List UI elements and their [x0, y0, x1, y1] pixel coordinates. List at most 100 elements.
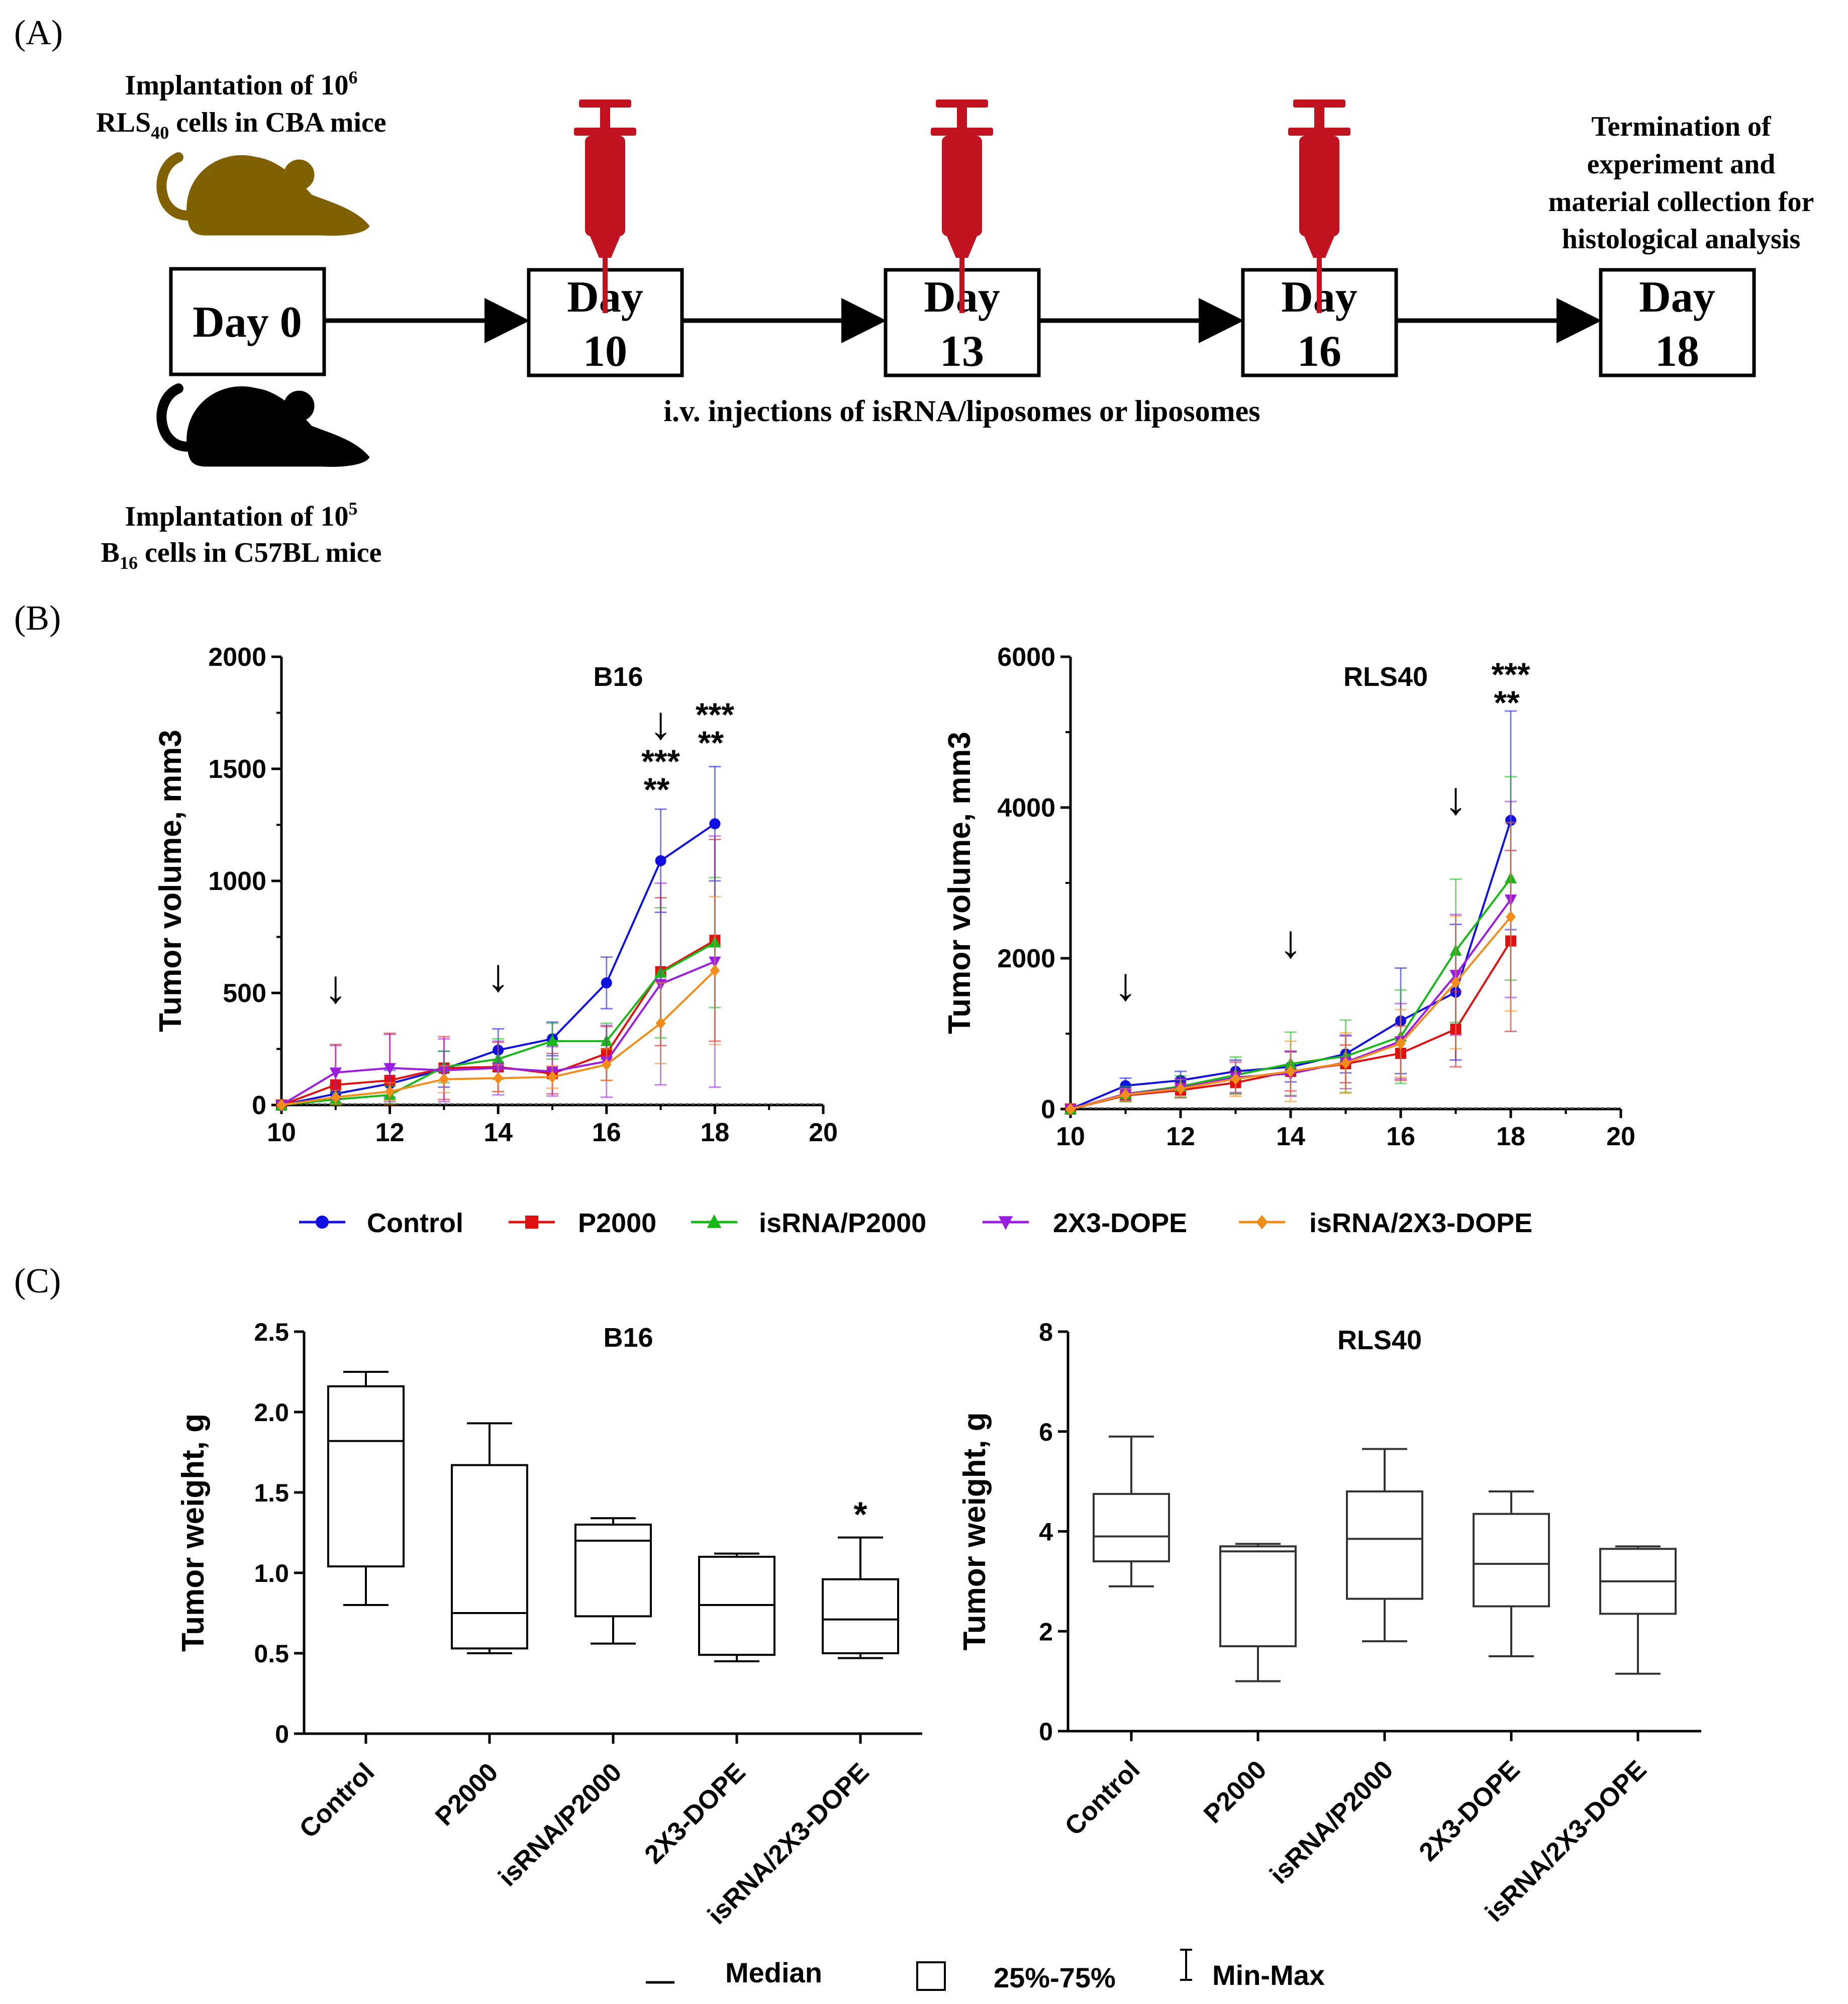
- significance-mark: ***: [1491, 656, 1530, 693]
- x-tick-label: 14: [483, 1118, 513, 1147]
- iqr-box: [822, 1578, 899, 1655]
- box-plot: [822, 1536, 899, 1744]
- y-tick-label: 1.0: [254, 1559, 289, 1587]
- significance-mark: **: [1494, 684, 1520, 721]
- x-tick-label: 12: [1166, 1122, 1195, 1151]
- legend-label: isRNA/P2000: [759, 1208, 926, 1238]
- injection-arrow: ↓: [649, 697, 672, 749]
- data-point: [710, 964, 720, 977]
- top-implant-line1: Implantation of 106: [125, 67, 358, 101]
- x-tick-label: 18: [700, 1118, 729, 1147]
- y-tick-label: 2.5: [254, 1318, 289, 1346]
- data-point: [1256, 1215, 1268, 1230]
- y-tick-label: 8: [1039, 1318, 1053, 1346]
- day-number: 16: [1297, 327, 1341, 376]
- data-point: [1506, 911, 1516, 923]
- iqr-box: [574, 1524, 652, 1618]
- category-label: P2000: [430, 1757, 504, 1831]
- iqr-box: [1219, 1545, 1297, 1648]
- data-series: [1065, 822, 1517, 1116]
- median-legend-label: Median: [725, 1957, 822, 1988]
- legend-label: 2X3-DOPE: [1053, 1208, 1187, 1238]
- panel-label-b: (B): [14, 599, 61, 638]
- chart-title: RLS40: [1337, 1325, 1422, 1355]
- category-label: 2X3-DOPE: [1414, 1755, 1526, 1867]
- box-plot: [1346, 1448, 1423, 1741]
- chart-title: B16: [593, 662, 643, 692]
- legend-label: Control: [367, 1208, 463, 1238]
- x-tick-label: 10: [267, 1118, 296, 1147]
- data-point: [1065, 1103, 1076, 1116]
- data-point: [329, 1067, 342, 1079]
- legend-label: P2000: [578, 1208, 656, 1238]
- y-tick-label: 2000: [208, 643, 266, 672]
- data-point: [1286, 1065, 1296, 1078]
- end-note-line: histological analysis: [1562, 224, 1801, 255]
- y-tick-label: 1500: [208, 755, 266, 784]
- injection-arrow: ↓: [1444, 773, 1468, 824]
- significance-mark: ***: [641, 743, 680, 780]
- box-plot: [1219, 1543, 1297, 1741]
- data-point: [707, 1214, 722, 1228]
- y-tick-label: 500: [223, 979, 266, 1008]
- data-point: [1396, 1037, 1406, 1050]
- day-label: Day 0: [192, 298, 302, 347]
- panel-label-c: (C): [14, 1262, 61, 1300]
- y-tick-label: 6000: [997, 643, 1055, 672]
- y-tick-label: 4000: [997, 793, 1055, 823]
- x-tick-label: 16: [1386, 1122, 1415, 1151]
- data-point: [546, 1034, 559, 1046]
- injection-arrow: ↓: [487, 950, 510, 1001]
- data-point: [383, 1063, 396, 1075]
- data-point: [316, 1216, 329, 1229]
- data-point: [439, 1073, 449, 1085]
- data-point: [1120, 1088, 1131, 1101]
- bottom-implant-line1: Implantation of 105: [125, 498, 358, 532]
- box-plot: [327, 1371, 405, 1744]
- significance-mark: ***: [696, 696, 734, 733]
- panel-label-a: (A): [14, 14, 63, 52]
- rls40-volume-chart: 10 12 14 16 18 20 0 2000 4000 6000 Tumor volume, m…: [942, 643, 1635, 1151]
- box-plot: [698, 1552, 775, 1744]
- iqr-box: [1346, 1490, 1423, 1600]
- data-point: [1450, 976, 1461, 989]
- box-plot: [1473, 1490, 1550, 1741]
- end-note-line: experiment and: [1587, 149, 1776, 180]
- category-label: Control: [1059, 1755, 1146, 1841]
- box-plot: [574, 1517, 652, 1744]
- top-implant-line2: RLS40 cells in CBA mice: [96, 107, 386, 143]
- b16-weight-chart: 0 0.5 1.0 1.5 2.0 2.5 Tumor weight, g B16 Contro…: [176, 1318, 922, 1930]
- injection-arrow: ↓: [1279, 916, 1302, 967]
- y-tick-label: 0: [275, 1720, 289, 1748]
- data-point: [709, 818, 721, 830]
- data-point: [330, 1091, 341, 1104]
- iqr-box: [327, 1385, 405, 1568]
- data-point: [276, 1098, 286, 1112]
- y-tick-label: 0: [1039, 1718, 1053, 1746]
- category-label: P2000: [1198, 1755, 1272, 1829]
- y-tick-label: 6: [1039, 1418, 1053, 1446]
- timeline-panel: Implantation of 106 RLS40 cells in CBA m…: [96, 67, 1814, 573]
- data-point: [384, 1085, 395, 1098]
- y-tick-label: 0: [1041, 1095, 1055, 1124]
- y-tick-label: 2: [1039, 1618, 1053, 1646]
- data-point: [525, 1216, 538, 1229]
- y-tick-label: 0: [252, 1091, 266, 1120]
- data-point: [1340, 1057, 1351, 1069]
- y-axis-label: Tumor volume, mm3: [942, 732, 977, 1034]
- y-tick-label: 1000: [208, 867, 266, 896]
- category-label: isRNA/P2000: [493, 1757, 628, 1892]
- iqr-box: [451, 1464, 528, 1650]
- x-tick-label: 16: [592, 1118, 621, 1147]
- chart-title: B16: [603, 1323, 653, 1353]
- day-label: Day: [1639, 273, 1715, 322]
- iqr-box: [1473, 1513, 1550, 1608]
- data-point: [601, 1058, 612, 1071]
- y-tick-label: 2.0: [254, 1398, 289, 1427]
- injection-note: i.v. injections of isRNA/liposomes or li…: [663, 394, 1260, 428]
- box-legend-label: 25%-75%: [994, 1962, 1116, 1993]
- bottom-implant-line2: B16 cells in C57BL mice: [101, 537, 382, 573]
- data-point: [601, 977, 612, 988]
- whisker-legend-label: Min-Max: [1212, 1959, 1325, 1991]
- category-label: isRNA/P2000: [1265, 1755, 1399, 1889]
